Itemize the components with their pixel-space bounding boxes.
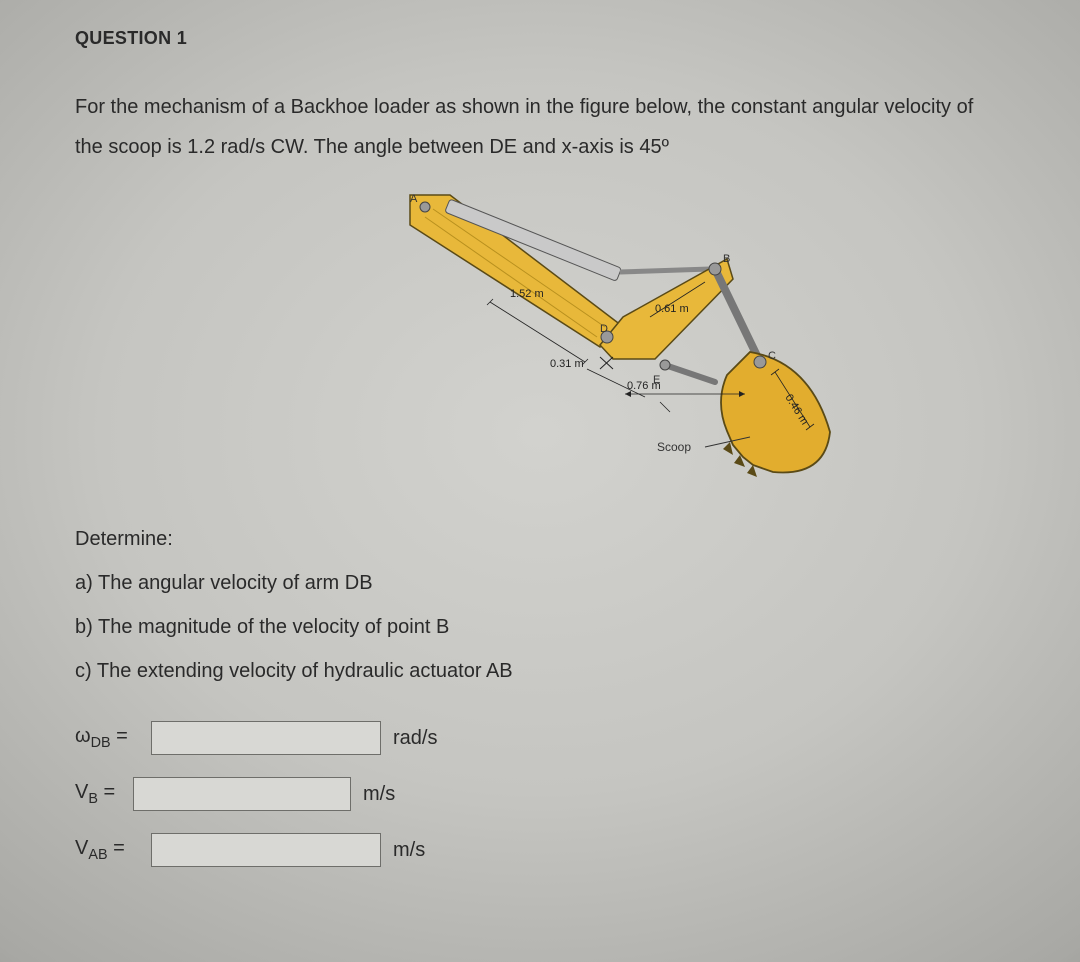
vab-input[interactable] bbox=[151, 833, 381, 867]
prompt-line-2: the scoop is 1.2 rad/s CW. The angle bet… bbox=[75, 136, 669, 158]
label-d: D bbox=[600, 323, 608, 335]
wdb-label: ωDB = bbox=[75, 725, 145, 751]
label-a: A bbox=[410, 193, 418, 205]
vb-label: VB = bbox=[75, 781, 127, 807]
vab-unit: m/s bbox=[393, 839, 425, 862]
answer-row-vb: VB = m/s bbox=[75, 777, 1020, 811]
svg-text:0.31 m: 0.31 m bbox=[550, 358, 584, 370]
vb-unit: m/s bbox=[363, 783, 395, 806]
question-prompt: For the mechanism of a Backhoe loader as… bbox=[75, 87, 1020, 167]
answer-row-wdb: ωDB = rad/s bbox=[75, 721, 1020, 755]
prompt-line-1: For the mechanism of a Backhoe loader as… bbox=[75, 96, 973, 118]
answers-block: ωDB = rad/s VB = m/s VAB = m/s bbox=[75, 721, 1020, 867]
answer-row-vab: VAB = m/s bbox=[75, 833, 1020, 867]
label-b: B bbox=[723, 253, 730, 265]
scoop-bucket bbox=[721, 352, 830, 473]
wdb-input[interactable] bbox=[151, 721, 381, 755]
backhoe-svg: A D E B C 1.52 m 0.31 m 0.76 m bbox=[355, 187, 915, 497]
part-c: c) The extending velocity of hydraulic a… bbox=[75, 649, 1020, 693]
question-heading: QUESTION 1 bbox=[75, 28, 1020, 49]
link-bc bbox=[715, 269, 760, 362]
vb-input[interactable] bbox=[133, 777, 351, 811]
svg-text:0.61 m: 0.61 m bbox=[655, 303, 689, 315]
svg-text:1.52 m: 1.52 m bbox=[510, 288, 544, 300]
pin-e bbox=[660, 360, 670, 370]
pin-c bbox=[754, 356, 766, 368]
part-b: b) The magnitude of the velocity of poin… bbox=[75, 605, 1020, 649]
pin-b bbox=[709, 263, 721, 275]
determine-block: Determine: a) The angular velocity of ar… bbox=[75, 517, 1020, 693]
part-a: a) The angular velocity of arm DB bbox=[75, 561, 1020, 605]
tooth-3 bbox=[723, 442, 733, 455]
svg-text:Scoop: Scoop bbox=[657, 440, 691, 454]
label-c: C bbox=[768, 350, 776, 362]
wdb-unit: rad/s bbox=[393, 727, 437, 750]
link-e bbox=[665, 365, 715, 382]
vab-label: VAB = bbox=[75, 837, 145, 863]
svg-text:0.76 m: 0.76 m bbox=[627, 380, 661, 392]
pin-a bbox=[420, 202, 430, 212]
backhoe-figure: A D E B C 1.52 m 0.31 m 0.76 m bbox=[75, 187, 1020, 507]
determine-heading: Determine: bbox=[75, 517, 1020, 561]
